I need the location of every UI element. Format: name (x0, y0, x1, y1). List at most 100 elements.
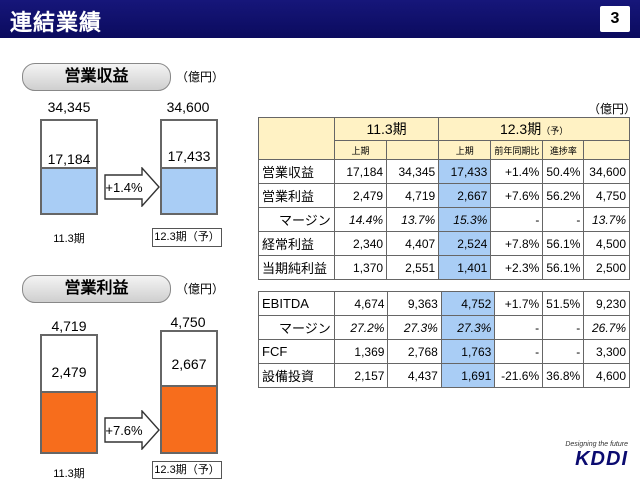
page-title: 連結業績 (10, 10, 103, 35)
cell-fy: 26.7% (583, 315, 630, 340)
header-fy2-label: 12.3期 (499, 121, 542, 137)
cell-h1: 2,157 (333, 363, 389, 388)
cell-yoy: +1.7% (494, 291, 544, 316)
cell-yoy: +7.6% (490, 183, 544, 208)
cell-fy: 4,750 (583, 183, 630, 208)
profit-bar-2: 2,667 (160, 330, 218, 454)
cell-prog: - (542, 339, 585, 364)
cell-yoy: +2.3% (490, 255, 544, 280)
cell-full: 4,719 (386, 183, 440, 208)
header-blank-2 (583, 140, 630, 160)
cell-fy: 3,300 (583, 339, 630, 364)
cell-full: 13.7% (386, 207, 440, 232)
cell-yoy: - (494, 339, 544, 364)
cell-h1b: 4,752 (440, 291, 496, 316)
cell-h1: 2,340 (333, 231, 388, 256)
cell-full: 9,363 (387, 291, 442, 316)
header-fy1: 11.3期 (333, 117, 440, 141)
cashflow-table: EBITDA 4,674 9,363 4,752 +1.7% 51.5% 9,230 マージン… (258, 291, 630, 388)
page-number: 3 (600, 6, 630, 32)
table-row: FCF 1,369 2,768 1,763- -3,300 (258, 339, 630, 364)
cell-prog: 56.1% (542, 255, 585, 280)
cell-h1: 17,184 (333, 159, 388, 184)
profit-bar-2-fill (162, 384, 216, 452)
cell-label: 設備投資 (258, 363, 335, 388)
cell-yoy: -21.6% (494, 363, 544, 388)
cell-prog: 36.8% (542, 363, 585, 388)
table-row: マージン 14.4% 13.7% 15.3% - -13.7% (258, 207, 630, 232)
cell-prog: - (542, 315, 585, 340)
cell-fy: 2,500 (583, 255, 630, 280)
cell-fy: 4,500 (583, 231, 630, 256)
revenue-period-2: 12.3期（予） (152, 228, 222, 247)
cell-fy: 34,600 (583, 159, 630, 184)
cell-label: EBITDA (258, 291, 335, 316)
slide-header: 連結業績 3 (0, 0, 640, 38)
profit-bar-1-fill (42, 391, 96, 452)
cell-full: 2,768 (387, 339, 442, 364)
cell-h1b: 27.3% (440, 315, 496, 340)
table-row: 設備投資 2,157 4,437 1,691 -21.6% 36.8% 4,600 (258, 363, 630, 388)
cell-yoy: - (494, 315, 544, 340)
revenue-total-2: 34,600 (166, 99, 210, 115)
cell-label: 当期純利益 (258, 255, 335, 280)
logo-tagline: Designing the future (565, 441, 628, 448)
table-row: 当期純利益 1,370 2,551 1,401 +2.3% 56.1% 2,500 (258, 255, 630, 280)
revenue-h1-1: 17,184 (47, 151, 91, 167)
cell-h1: 14.4% (333, 207, 388, 232)
cell-fy: 9,230 (583, 291, 630, 316)
profit-unit: （億円） (176, 282, 225, 296)
kddi-logo: Designing the future KDDI (565, 441, 628, 471)
table-row: 営業利益 2,479 4,719 2,667 +7.6% 56.2% 4,750 (258, 183, 630, 208)
profit-h1-1: 2,479 (51, 364, 87, 380)
cell-h1: 1,370 (333, 255, 388, 280)
revenue-bar-1: 17,184 (40, 119, 98, 215)
cell-label: 営業利益 (258, 183, 335, 208)
header-h1: 上期 (333, 140, 388, 160)
cell-label: FCF (258, 339, 335, 364)
revenue-unit: （億円） (176, 70, 225, 84)
cell-h1: 2,479 (333, 183, 388, 208)
header-h1b: 上期 (438, 140, 492, 160)
cell-fy: 4,600 (583, 363, 630, 388)
revenue-growth-label: +1.4% (105, 180, 143, 195)
cell-yoy: - (490, 207, 544, 232)
cell-h1: 1,369 (333, 339, 389, 364)
cell-h1b: 1,401 (438, 255, 492, 280)
cell-full: 4,437 (387, 363, 442, 388)
cell-prog: 56.2% (542, 183, 585, 208)
cell-h1b: 2,524 (438, 231, 492, 256)
cell-yoy: +7.8% (490, 231, 544, 256)
profit-chart-title: 営業利益 (22, 275, 171, 303)
results-table: 11.3期 12.3期（予） 上期 上期 前年同期比 進捗率 営業収益 17,18… (258, 117, 630, 280)
table-unit: （億円） (588, 102, 637, 116)
profit-h1-2: 2,667 (171, 356, 207, 372)
cell-h1b: 1,691 (440, 363, 496, 388)
cell-label: 営業収益 (258, 159, 335, 184)
profit-growth-arrow-icon (104, 410, 160, 450)
cell-h1b: 17,433 (438, 159, 492, 184)
header-yoy: 前年同期比 (490, 140, 544, 160)
revenue-growth-arrow-icon (104, 167, 160, 207)
header-blank-1 (386, 140, 440, 160)
cell-prog: 51.5% (542, 291, 585, 316)
cell-h1b: 1,763 (440, 339, 496, 364)
profit-growth-label: +7.6% (105, 423, 143, 438)
cell-fy: 13.7% (583, 207, 630, 232)
cell-prog: 50.4% (542, 159, 585, 184)
cell-h1b: 15.3% (438, 207, 492, 232)
table-row: 経常利益 2,340 4,407 2,524 +7.8% 56.1% 4,500 (258, 231, 630, 256)
cell-prog: - (542, 207, 585, 232)
profit-period-2: 12.3期（予） (152, 461, 222, 479)
table-row: マージン 27.2% 27.3% 27.3% - -26.7% (258, 315, 630, 340)
cell-h1: 27.2% (333, 315, 389, 340)
table-corner (258, 117, 335, 160)
cell-full: 34,345 (386, 159, 440, 184)
cell-h1b: 2,667 (438, 183, 492, 208)
cell-prog: 56.1% (542, 231, 585, 256)
cell-h1: 4,674 (333, 291, 389, 316)
header-fy2: 12.3期（予） (438, 117, 630, 141)
logo-mark: KDDI (575, 448, 628, 470)
cell-full: 2,551 (386, 255, 440, 280)
cell-label: マージン (258, 315, 335, 340)
